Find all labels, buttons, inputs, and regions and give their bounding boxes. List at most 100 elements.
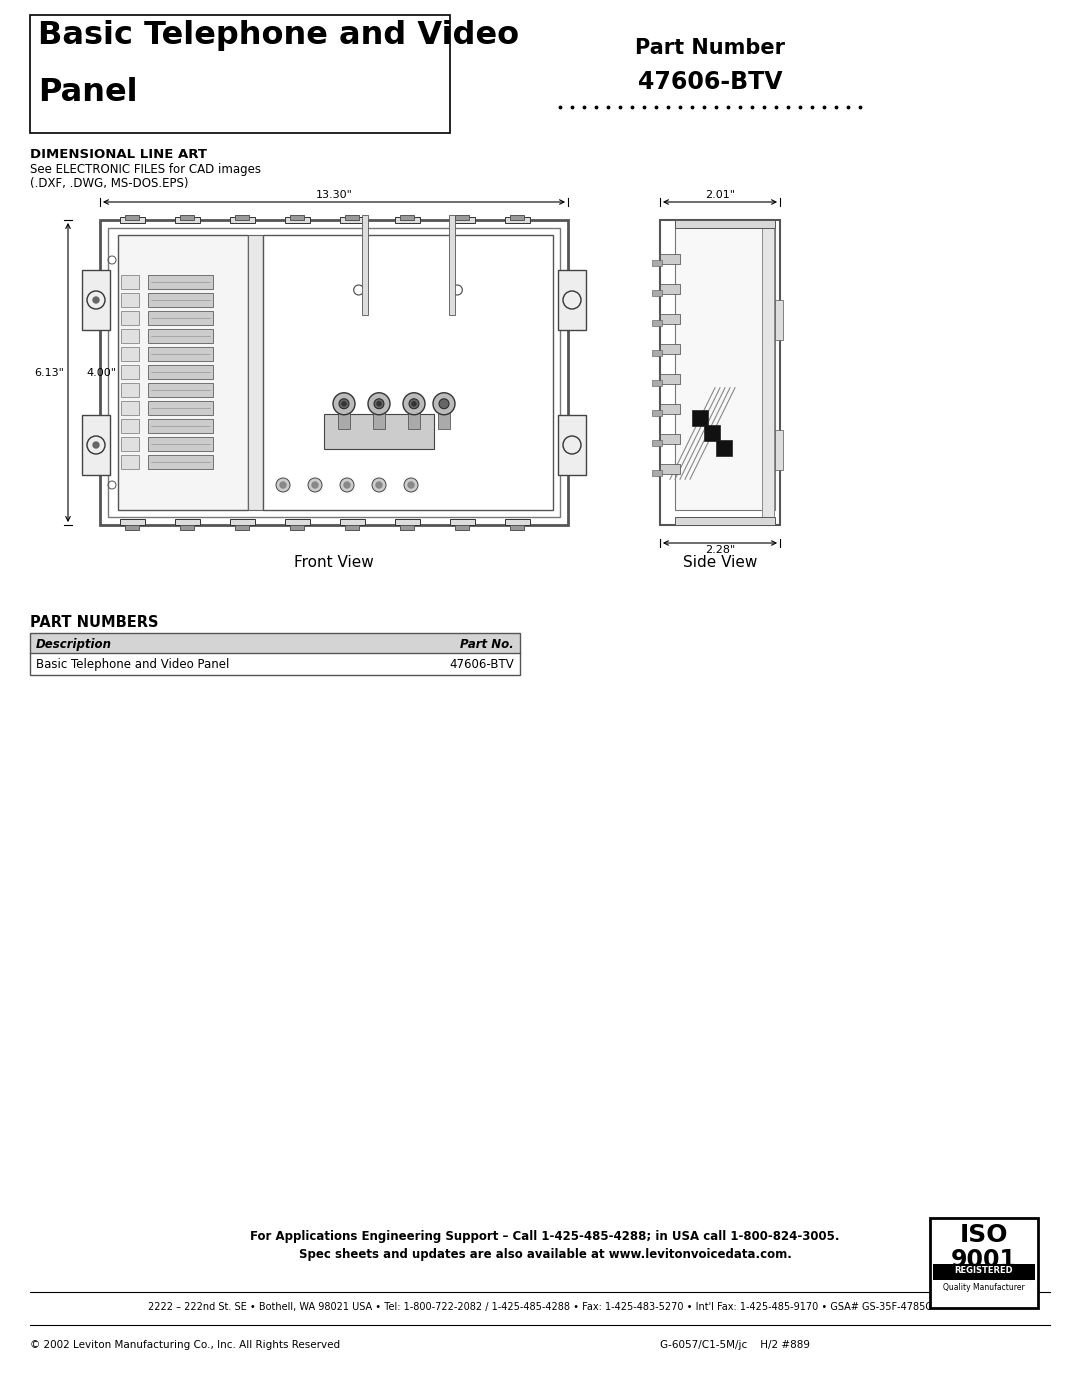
Circle shape <box>403 393 426 415</box>
Circle shape <box>339 398 349 409</box>
Text: Description: Description <box>36 638 112 651</box>
Bar <box>148 437 213 451</box>
Bar <box>121 437 139 451</box>
Bar <box>345 215 359 219</box>
Bar <box>175 217 200 224</box>
Bar <box>400 525 414 529</box>
Text: 47606-BTV: 47606-BTV <box>638 70 782 94</box>
Bar <box>438 404 450 429</box>
Bar <box>660 344 680 353</box>
Bar <box>324 414 434 448</box>
Bar <box>345 525 359 529</box>
Bar <box>121 312 139 326</box>
Bar <box>125 215 139 219</box>
Text: ISO: ISO <box>960 1222 1009 1248</box>
Circle shape <box>276 478 291 492</box>
Bar <box>652 409 662 416</box>
Bar <box>930 1218 1038 1308</box>
Circle shape <box>93 298 99 303</box>
Bar <box>120 217 145 224</box>
Circle shape <box>377 402 381 405</box>
Bar <box>180 215 194 219</box>
Bar <box>118 235 248 510</box>
Bar <box>235 525 249 529</box>
Bar <box>148 330 213 344</box>
Circle shape <box>342 402 346 405</box>
Bar <box>652 440 662 446</box>
Text: © 2002 Leviton Manufacturing Co., Inc. All Rights Reserved: © 2002 Leviton Manufacturing Co., Inc. A… <box>30 1340 340 1350</box>
Circle shape <box>333 393 355 415</box>
Bar <box>652 260 662 265</box>
Bar <box>505 520 530 525</box>
Circle shape <box>433 393 455 415</box>
Bar <box>121 365 139 379</box>
Bar <box>230 520 255 525</box>
Circle shape <box>409 398 419 409</box>
Text: Basic Telephone and Video: Basic Telephone and Video <box>38 20 519 52</box>
Bar <box>660 464 680 474</box>
Bar <box>448 215 455 314</box>
Bar <box>660 434 680 444</box>
Text: 13.30": 13.30" <box>315 190 352 200</box>
Bar <box>148 275 213 289</box>
Bar <box>660 254 680 264</box>
Bar <box>121 330 139 344</box>
Bar <box>248 235 264 510</box>
Bar <box>120 520 145 525</box>
Bar <box>148 365 213 379</box>
Bar <box>652 320 662 326</box>
Bar <box>505 217 530 224</box>
Bar <box>775 430 783 469</box>
Text: 9001: 9001 <box>951 1248 1017 1273</box>
Bar <box>455 525 469 529</box>
Bar <box>510 525 524 529</box>
Circle shape <box>312 482 318 488</box>
Circle shape <box>372 478 386 492</box>
Bar <box>30 15 450 133</box>
Bar <box>450 217 475 224</box>
Bar <box>121 275 139 289</box>
Bar <box>148 419 213 433</box>
Bar <box>291 525 303 529</box>
Bar <box>675 219 775 228</box>
Bar <box>675 517 775 525</box>
Bar <box>148 455 213 469</box>
Bar <box>125 525 139 529</box>
Text: For Applications Engineering Support – Call 1-425-485-4288; in USA call 1-800-82: For Applications Engineering Support – C… <box>251 1229 840 1243</box>
Bar <box>362 215 367 314</box>
Bar <box>30 633 519 652</box>
Bar <box>235 215 249 219</box>
Bar <box>652 380 662 386</box>
Circle shape <box>340 478 354 492</box>
Bar <box>716 440 732 457</box>
Text: REGISTERED: REGISTERED <box>955 1266 1013 1275</box>
Bar <box>395 217 420 224</box>
Circle shape <box>438 398 449 409</box>
Bar <box>180 525 194 529</box>
Text: 47606-BTV: 47606-BTV <box>449 658 514 671</box>
Text: 6.13": 6.13" <box>35 367 64 377</box>
Bar <box>660 404 680 414</box>
Text: (.DXF, .DWG, MS-DOS.EPS): (.DXF, .DWG, MS-DOS.EPS) <box>30 177 189 190</box>
Bar <box>121 383 139 397</box>
Bar <box>148 293 213 307</box>
Bar <box>400 215 414 219</box>
Circle shape <box>408 482 414 488</box>
Bar <box>692 411 708 426</box>
Bar <box>264 235 553 510</box>
Circle shape <box>374 398 384 409</box>
Text: Quality Manufacturer: Quality Manufacturer <box>943 1282 1025 1292</box>
Text: Front View: Front View <box>294 555 374 570</box>
Bar <box>148 312 213 326</box>
Bar <box>450 520 475 525</box>
Text: 2.01": 2.01" <box>705 190 735 200</box>
Bar <box>82 415 110 475</box>
Bar <box>558 270 586 330</box>
Bar <box>230 217 255 224</box>
Bar <box>704 425 720 441</box>
Text: 4.00": 4.00" <box>86 367 116 377</box>
Text: See ELECTRONIC FILES for CAD images: See ELECTRONIC FILES for CAD images <box>30 163 261 176</box>
Circle shape <box>345 482 350 488</box>
Bar <box>762 219 774 525</box>
Circle shape <box>368 393 390 415</box>
